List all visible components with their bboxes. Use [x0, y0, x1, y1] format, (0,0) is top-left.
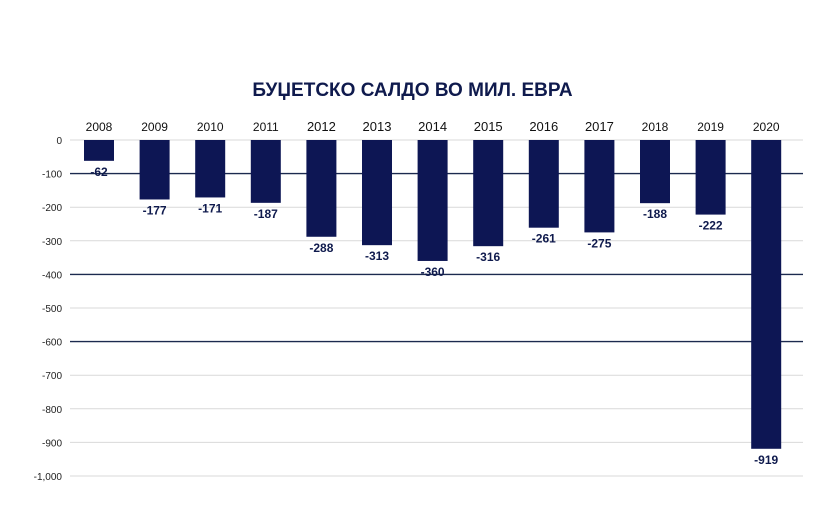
x-tick-label: 2008	[86, 120, 113, 134]
data-label: -288	[309, 241, 333, 255]
y-tick-label: -100	[42, 170, 62, 181]
x-tick-label: 2019	[697, 120, 724, 134]
bar	[195, 140, 226, 198]
bar	[640, 140, 670, 204]
data-label: -222	[699, 219, 723, 233]
data-label: -177	[143, 203, 167, 217]
bar	[84, 140, 114, 161]
bar	[250, 140, 281, 203]
x-tick-label: 2016	[529, 119, 558, 134]
bar	[306, 140, 337, 237]
x-tick-label: 2009	[141, 120, 168, 134]
y-tick-label: -700	[42, 371, 62, 382]
x-tick-label: 2015	[474, 119, 503, 134]
x-tick-label: 2010	[197, 120, 224, 134]
data-label: -275	[587, 236, 611, 250]
bar	[751, 140, 782, 449]
data-label: -919	[754, 453, 778, 467]
bar	[473, 140, 504, 247]
y-tick-label: -600	[42, 338, 62, 349]
y-tick-label: -500	[42, 304, 62, 315]
bar	[417, 140, 448, 261]
data-label: -187	[254, 207, 278, 221]
bar	[528, 140, 559, 228]
x-tick-label: 2011	[253, 120, 279, 134]
x-tick-label: 2014	[418, 119, 447, 134]
bar	[362, 140, 392, 246]
y-tick-label: -200	[42, 203, 62, 214]
bar	[695, 140, 726, 215]
y-tick-label: -400	[42, 270, 62, 281]
data-label: -171	[198, 201, 222, 215]
x-tick-label: 2013	[363, 119, 392, 134]
data-label: -313	[365, 249, 389, 263]
y-tick-label: -900	[42, 438, 62, 449]
y-tick-label: -800	[42, 405, 62, 416]
bar	[584, 140, 615, 233]
data-label: -360	[421, 265, 445, 279]
y-tick-label: -1,000	[34, 472, 63, 483]
x-tick-label: 2012	[307, 119, 336, 134]
data-label: -316	[476, 250, 500, 264]
x-tick-label: 2018	[642, 120, 669, 134]
x-tick-label: 2020	[753, 120, 780, 134]
y-tick-label: 0	[56, 136, 62, 147]
data-label: -62	[90, 165, 108, 179]
data-label: -188	[643, 207, 667, 221]
chart-title: БУЏЕТСКО САЛДО ВО МИЛ. ЕВРА	[252, 80, 573, 101]
x-tick-label: 2017	[585, 119, 614, 134]
y-tick-label: -300	[42, 237, 62, 248]
bar	[139, 140, 170, 200]
data-label: -261	[532, 232, 556, 246]
